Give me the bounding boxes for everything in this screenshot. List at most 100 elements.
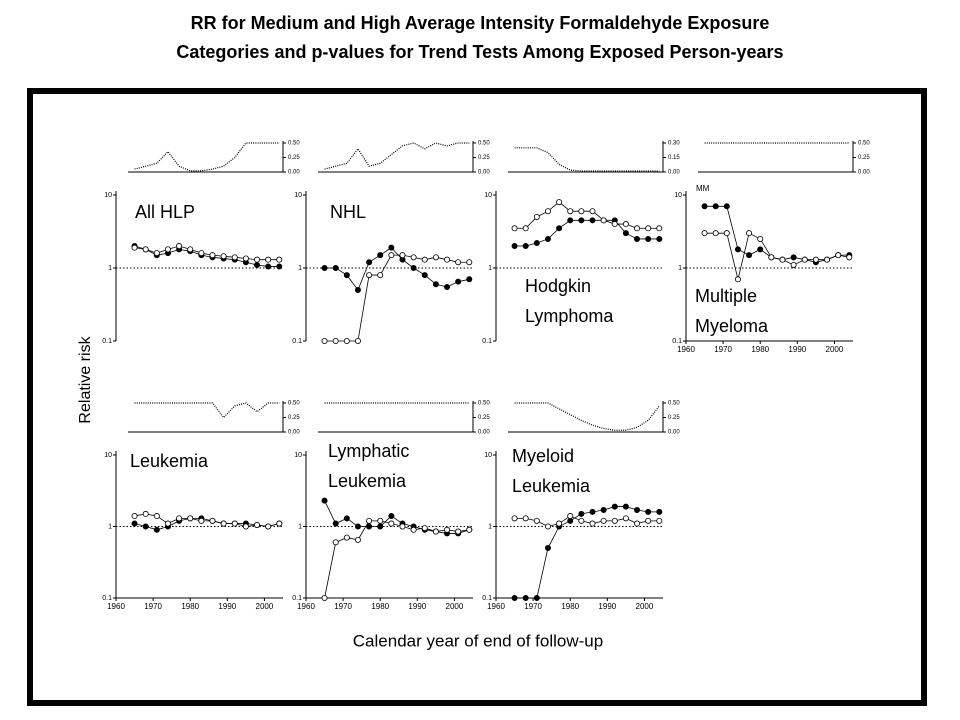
- x-tick-label: 1990: [598, 602, 616, 611]
- marker: [366, 523, 373, 530]
- trend-tick-label: 0.00: [858, 170, 870, 176]
- marker: [455, 259, 462, 266]
- panel-label: Leukemia: [130, 451, 209, 471]
- marker: [354, 536, 361, 543]
- y-tick-label: 10: [104, 452, 112, 459]
- marker: [354, 337, 361, 344]
- marker: [421, 256, 428, 263]
- marker: [153, 250, 160, 257]
- y-tick-label: 1: [298, 523, 302, 530]
- marker: [198, 517, 205, 524]
- trend-tick-label: 0.00: [288, 430, 300, 436]
- marker: [231, 254, 238, 261]
- x-tick-label: 1990: [218, 602, 236, 611]
- marker: [455, 528, 462, 535]
- marker: [611, 503, 618, 510]
- marker: [790, 261, 797, 268]
- marker: [432, 528, 439, 535]
- marker: [522, 225, 529, 232]
- trend-tick-label: 0.50: [288, 141, 300, 147]
- trend-line: [514, 147, 660, 172]
- marker: [444, 526, 451, 533]
- marker: [701, 203, 708, 210]
- marker: [578, 510, 585, 517]
- trend-tick-label: 0.30: [668, 141, 680, 147]
- marker: [142, 246, 149, 253]
- marker: [399, 252, 406, 259]
- marker: [656, 508, 663, 515]
- marker: [578, 208, 585, 215]
- marker: [656, 235, 663, 242]
- x-tick-label: 1980: [371, 602, 389, 611]
- y-tick-label: 0.1: [102, 595, 112, 602]
- marker: [176, 515, 183, 522]
- marker: [757, 235, 764, 242]
- marker: [622, 515, 629, 522]
- marker: [522, 595, 529, 602]
- trend-tick-label: 0.00: [478, 430, 490, 436]
- trend-tick-label: 0.50: [288, 401, 300, 407]
- marker: [332, 337, 339, 344]
- y-tick-label: 1: [108, 265, 112, 272]
- x-tick-label: 1970: [334, 602, 352, 611]
- y-tick-label: 10: [484, 192, 492, 199]
- marker: [265, 263, 272, 270]
- y-tick-label: 0.1: [482, 338, 492, 345]
- trend-tick-label: 0.50: [478, 141, 490, 147]
- marker: [388, 520, 395, 527]
- marker: [511, 515, 518, 522]
- marker: [533, 517, 540, 524]
- annotation: MM: [696, 184, 710, 193]
- x-axis-label: Calendar year of end of follow-up: [353, 631, 603, 650]
- marker: [757, 246, 764, 253]
- marker: [466, 259, 473, 266]
- marker: [466, 276, 473, 283]
- marker: [779, 256, 786, 263]
- panel-label: All HLP: [135, 202, 195, 222]
- panel-label: Lymphoma: [525, 306, 614, 326]
- y-tick-label: 1: [488, 265, 492, 272]
- marker: [153, 526, 160, 533]
- trend-line: [134, 142, 280, 172]
- marker: [242, 255, 249, 262]
- marker: [567, 217, 574, 224]
- marker: [388, 513, 395, 520]
- y-tick-label: 1: [488, 523, 492, 530]
- marker: [142, 523, 149, 530]
- trend-tick-label: 0.25: [668, 415, 680, 421]
- marker: [410, 526, 417, 533]
- marker: [556, 520, 563, 527]
- y-tick-label: 0.1: [482, 595, 492, 602]
- marker: [824, 256, 831, 263]
- panel-label: Myeloma: [695, 316, 769, 336]
- trend-tick-label: 0.00: [668, 170, 680, 176]
- x-tick-label: 1980: [181, 602, 199, 611]
- x-tick-label: 1960: [107, 602, 125, 611]
- marker: [533, 213, 540, 220]
- marker: [812, 256, 819, 263]
- marker: [533, 595, 540, 602]
- marker: [276, 263, 283, 270]
- marker: [343, 515, 350, 522]
- marker: [600, 217, 607, 224]
- x-tick-label: 1960: [297, 602, 315, 611]
- trend-tick-label: 0.50: [668, 401, 680, 407]
- x-tick-label: 1970: [714, 345, 732, 354]
- marker: [276, 520, 283, 527]
- y-tick-label: 10: [294, 452, 302, 459]
- marker: [712, 230, 719, 237]
- x-tick-label: 2000: [256, 602, 274, 611]
- trend-tick-label: 0.15: [668, 155, 680, 161]
- marker: [645, 517, 652, 524]
- marker: [578, 217, 585, 224]
- marker: [366, 259, 373, 266]
- marker: [254, 521, 261, 528]
- panel-label: Leukemia: [512, 476, 591, 496]
- marker: [522, 243, 529, 250]
- marker: [556, 199, 563, 206]
- x-tick-label: 1990: [408, 602, 426, 611]
- marker: [712, 203, 719, 210]
- marker: [176, 243, 183, 250]
- marker: [734, 276, 741, 283]
